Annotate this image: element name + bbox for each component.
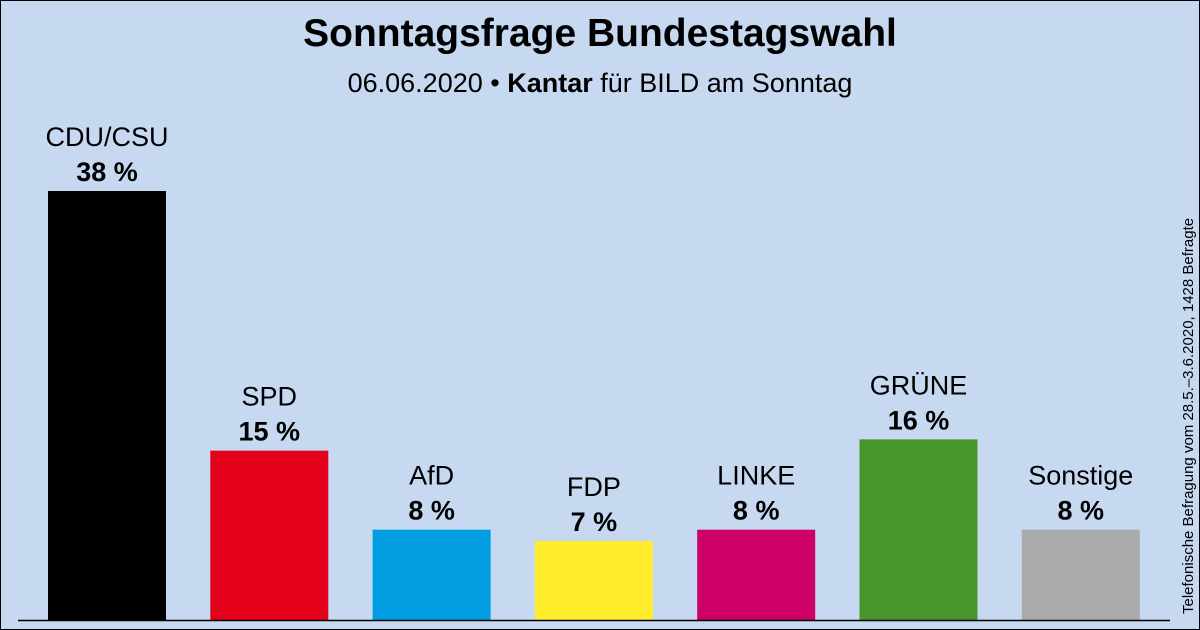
- value-label: 8 %: [733, 496, 780, 526]
- chart-subtitle: 06.06.2020 • Kantar für BILD am Sonntag: [0, 68, 1200, 99]
- bar-fdp: [534, 540, 653, 620]
- category-label: CDU/CSU: [45, 122, 168, 152]
- chart-title: Sonntagsfrage Bundestagswahl: [303, 12, 897, 55]
- value-label: 15 %: [239, 417, 301, 447]
- subtitle-date: 06.06.2020: [347, 68, 483, 98]
- category-label: GRÜNE: [870, 370, 968, 400]
- subtitle-client: für BILD am Sonntag: [592, 68, 853, 98]
- subtitle-separator: •: [482, 68, 508, 98]
- bar-sonstige: [1021, 529, 1140, 620]
- value-label: 8 %: [1058, 496, 1105, 526]
- category-label: AfD: [409, 461, 454, 491]
- subtitle-institute: Kantar: [507, 68, 593, 98]
- value-label: 7 %: [571, 507, 618, 537]
- bar-grüne: [859, 439, 978, 620]
- survey-note: Telefonische Befragung vom 28.5.–3.6.202…: [1180, 217, 1197, 614]
- value-label: 38 %: [76, 157, 138, 187]
- value-label: 16 %: [888, 405, 950, 435]
- category-label: Sonstige: [1028, 461, 1133, 491]
- category-label: SPD: [242, 382, 298, 412]
- bar-afd: [372, 529, 491, 620]
- bar-spd: [210, 450, 329, 620]
- bar-linke: [697, 529, 816, 620]
- category-label: FDP: [567, 472, 621, 502]
- value-label: 8 %: [408, 496, 455, 526]
- category-label: LINKE: [717, 461, 795, 491]
- bar-cdu-csu: [48, 191, 166, 620]
